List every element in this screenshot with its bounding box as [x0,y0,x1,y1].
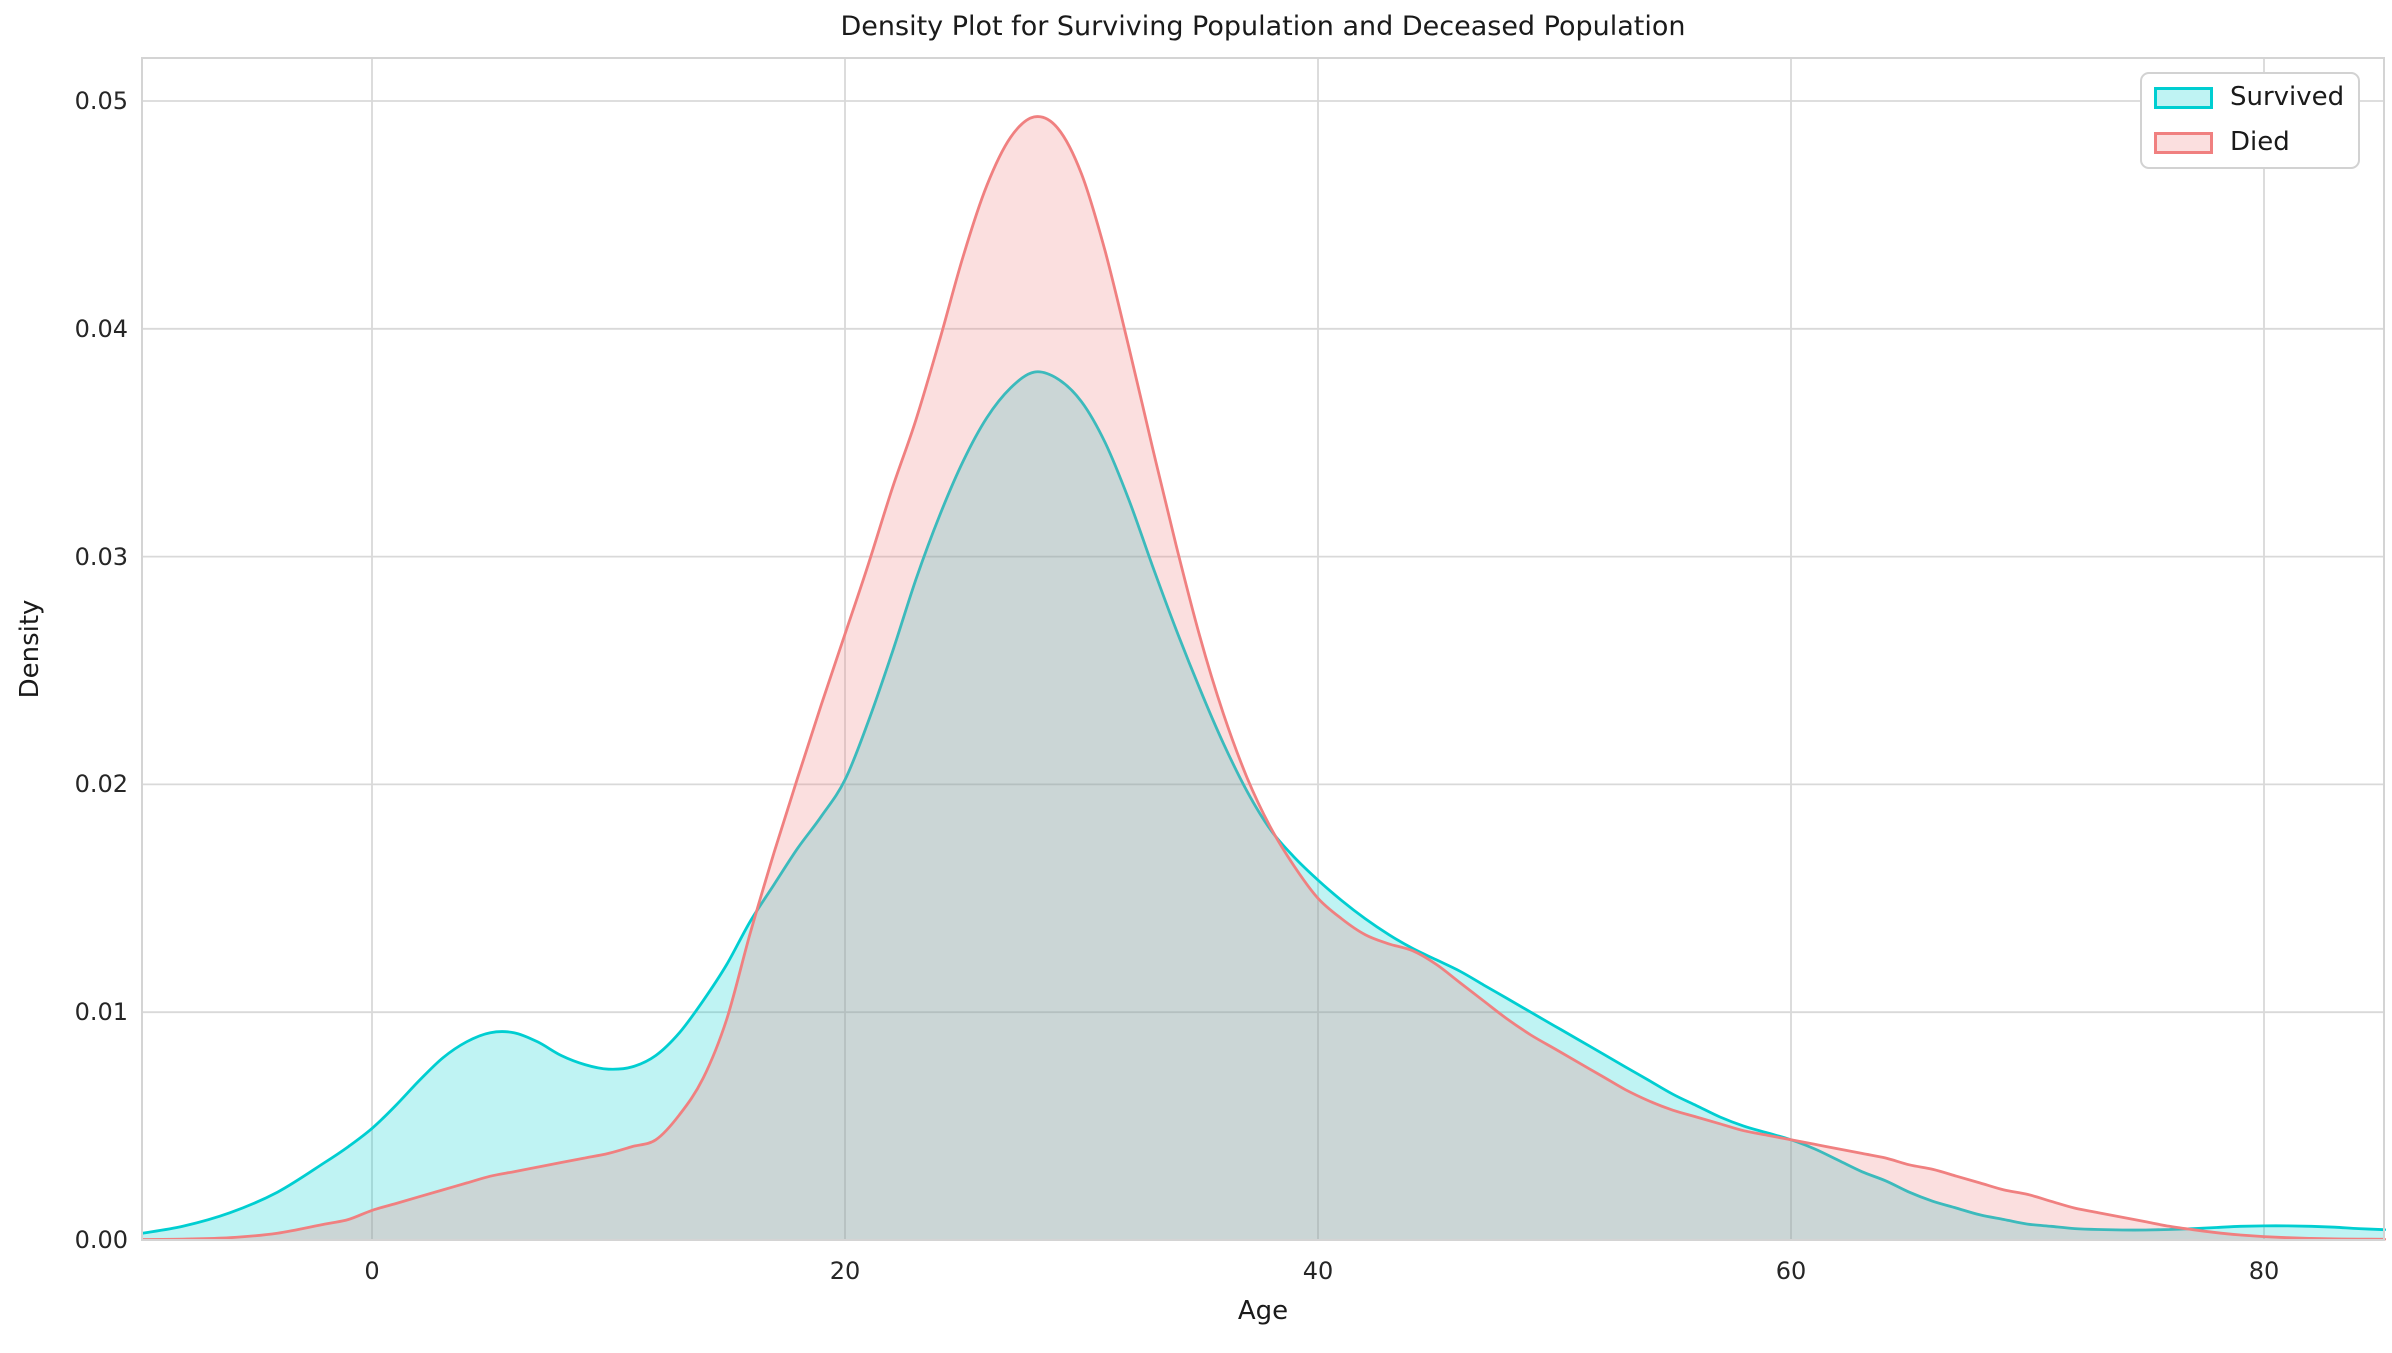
y-tick-label: 0.04 [74,314,128,343]
y-tick-label: 0.01 [74,998,128,1027]
legend-label-died: Died [2230,127,2290,157]
kde-line-died [141,115,2386,1241]
x-tick-label: 40 [1302,1257,1334,1285]
y-tick-label: 0.02 [74,770,128,799]
legend-label-survived: Survived [2230,82,2345,112]
x-tick-label: 60 [1775,1257,1807,1285]
x-axis-label: Age [1237,1296,1289,1326]
legend-swatch-survived [2154,87,2213,109]
kde-fill-survived [142,371,2385,1241]
legend-swatch-died [2154,132,2213,154]
x-tick-label: 0 [364,1257,380,1285]
chart-title: Density Plot for Surviving Population an… [840,11,1686,42]
kde-fill-died [142,116,2385,1240]
y-tick-label: 0.05 [74,87,128,115]
y-axis-label: Density [15,599,45,699]
x-tick-label: 80 [2248,1257,2280,1285]
y-tick-label: 0.00 [74,1226,128,1254]
plot-border [141,57,2385,1241]
y-tick-label: 0.03 [74,542,128,571]
legend: Survived Died [2140,72,2360,169]
x-tick-label: 20 [829,1257,861,1285]
kde-line-survived [141,370,2386,1235]
